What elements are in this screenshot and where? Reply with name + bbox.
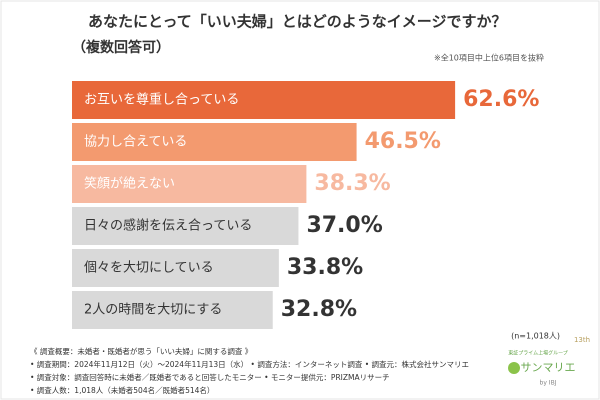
value-label: 37.0% (306, 213, 382, 238)
category-label: 笑顔が絶えない (84, 176, 175, 192)
value-label: 32.8% (281, 297, 357, 322)
logo-by: by IBJ (540, 380, 557, 387)
bar (72, 123, 357, 161)
bar (72, 81, 456, 119)
logo: 東証プライム上場グループ サンマリエ by IBJ 13th (508, 336, 590, 387)
chart-subtitle: （複数回答可） (72, 39, 170, 56)
category-label: 日々の感謝を伝え合っている (84, 218, 252, 234)
footer-line: • 調査人数：1,018人（未婚者504名／既婚者514名） (30, 385, 214, 395)
sample-size: (n=1,018人) (511, 332, 560, 341)
footer-line: • 調査期間：2024年11月12日（火）～2024年11月13日（水） • 調… (30, 359, 469, 369)
bar (72, 249, 279, 287)
footer-line: 《 調査概要：未婚者・既婚者が思う「いい夫婦」に関する調査 》 (30, 346, 252, 356)
value-label: 62.6% (463, 87, 539, 112)
bar (72, 291, 273, 329)
category-label: 2人の時間を大切にする (84, 303, 222, 318)
logo-icon (508, 362, 520, 374)
value-label: 38.3% (314, 171, 390, 196)
value-label: 33.8% (287, 255, 363, 280)
logo-tagline: 東証プライム上場グループ (508, 350, 568, 357)
bar (72, 207, 299, 245)
bar (72, 165, 307, 203)
value-label: 46.5% (365, 129, 441, 154)
category-label: お互いを尊重し合っている (84, 92, 239, 108)
logo-name: サンマリエ (521, 361, 576, 374)
logo-badge: 13th (574, 336, 590, 344)
note: ※全10項目中上位6項目を抜粋 (434, 53, 544, 63)
category-label: 協力し合えている (84, 135, 187, 150)
footer-line: • 調査対象：調査回答時に未婚者／既婚者であると回答したモニター • モニター提… (30, 372, 390, 382)
chart-title: あなたにとって「いい夫婦」とはどのようなイメージですか？ (88, 13, 507, 31)
category-label: 個々を大切にしている (84, 261, 214, 276)
footer: 《 調査概要：未婚者・既婚者が思う「いい夫婦」に関する調査 》 • 調査期間：2… (30, 346, 469, 395)
